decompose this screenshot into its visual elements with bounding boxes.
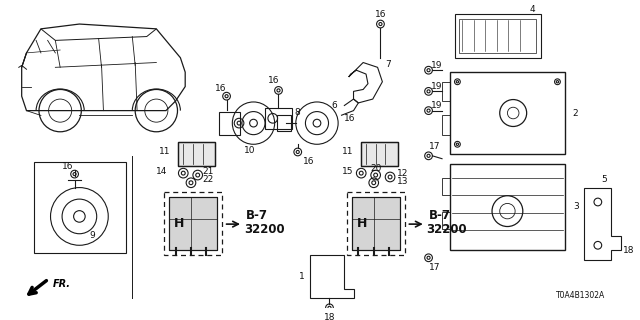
Text: 5: 5: [602, 175, 607, 184]
Bar: [450, 164, 565, 250]
Bar: [34, 162, 125, 253]
Bar: [450, 72, 565, 154]
Bar: [347, 192, 404, 255]
Text: 11: 11: [342, 148, 353, 156]
Text: 1: 1: [299, 272, 305, 281]
Text: 6: 6: [332, 101, 337, 110]
Text: 19: 19: [431, 101, 442, 110]
Bar: [179, 142, 215, 166]
Bar: [219, 112, 240, 135]
Text: 13: 13: [397, 177, 408, 186]
Text: 18: 18: [324, 313, 335, 320]
Text: 16: 16: [215, 84, 227, 93]
Text: 19: 19: [431, 82, 442, 91]
Bar: [442, 116, 450, 135]
Text: T0A4B1302A: T0A4B1302A: [556, 291, 605, 300]
Text: 4: 4: [529, 5, 535, 14]
Text: 17: 17: [429, 263, 440, 272]
Text: 20: 20: [371, 164, 382, 173]
Bar: [351, 197, 400, 250]
Text: FR.: FR.: [52, 279, 70, 289]
Text: 16: 16: [303, 157, 314, 166]
Text: 16: 16: [344, 114, 355, 123]
Text: 12: 12: [397, 169, 408, 178]
Bar: [460, 19, 536, 53]
Text: 10: 10: [244, 146, 255, 155]
Text: 21: 21: [202, 167, 214, 176]
Bar: [265, 108, 292, 129]
Text: 19: 19: [431, 61, 442, 70]
Bar: [164, 192, 221, 255]
Text: 16: 16: [374, 10, 386, 19]
Text: 15: 15: [342, 167, 353, 176]
Bar: [361, 142, 398, 166]
Text: 7: 7: [385, 60, 391, 69]
Bar: [169, 197, 217, 250]
Text: 11: 11: [159, 148, 171, 156]
Text: 14: 14: [156, 167, 168, 176]
Bar: [361, 142, 398, 166]
Text: 18: 18: [623, 245, 634, 255]
Text: 22: 22: [202, 175, 214, 184]
Text: 32200: 32200: [427, 223, 467, 236]
Text: 2: 2: [573, 108, 579, 117]
Text: 9: 9: [89, 231, 95, 240]
Text: H: H: [356, 217, 367, 230]
Bar: [276, 116, 291, 131]
Bar: [351, 197, 400, 250]
Text: 8: 8: [294, 108, 300, 117]
Bar: [454, 14, 541, 58]
Bar: [169, 197, 217, 250]
Text: B-7: B-7: [429, 209, 451, 222]
Text: H: H: [173, 217, 184, 230]
Text: 17: 17: [429, 142, 440, 151]
Text: 3: 3: [573, 202, 579, 211]
Bar: [442, 82, 450, 101]
Text: B-7: B-7: [246, 209, 268, 222]
Bar: [442, 178, 450, 195]
Text: 16: 16: [62, 162, 74, 171]
Bar: [179, 142, 215, 166]
Text: 32200: 32200: [244, 223, 285, 236]
Bar: [442, 212, 450, 229]
Text: 16: 16: [268, 76, 280, 85]
